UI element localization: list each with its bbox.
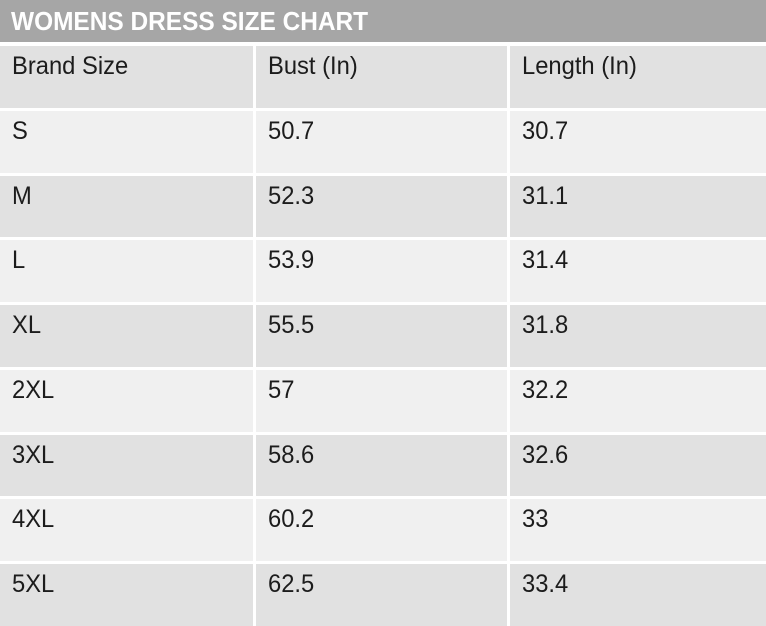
cell-length: 33	[510, 499, 766, 562]
cell-value: S	[12, 116, 28, 145]
cell-value: XL	[12, 311, 42, 340]
cell-brand-size: 2XL	[0, 369, 253, 432]
cell-bust: 58.6	[256, 434, 507, 497]
cell-value: 52.3	[268, 181, 315, 210]
cell-bust: 53.9	[256, 240, 507, 303]
cell-value: 4XL	[12, 505, 55, 534]
cell-bust: 55.5	[256, 305, 507, 367]
cell-length: 31.4	[510, 240, 766, 303]
cell-bust: 57	[256, 369, 507, 432]
cell-value: M	[12, 181, 32, 210]
cell-value: 60.2	[268, 505, 315, 534]
cell-brand-size: S	[0, 110, 253, 173]
cell-brand-size: 5XL	[0, 564, 253, 626]
cell-value: 62.5	[268, 570, 315, 599]
cell-brand-size: XL	[0, 305, 253, 367]
cell-length: 33.4	[510, 564, 766, 626]
column-header-length: Length (In)	[510, 46, 766, 108]
cell-bust: 62.5	[256, 564, 507, 626]
cell-bust: 60.2	[256, 499, 507, 562]
cell-value: 53.9	[268, 246, 315, 275]
cell-value: 31.8	[522, 311, 569, 340]
chart-title: WOMENS DRESS SIZE CHART	[11, 5, 369, 36]
cell-value: 3XL	[12, 440, 55, 469]
cell-value: 55.5	[268, 311, 315, 340]
cell-brand-size: M	[0, 175, 253, 238]
cell-value: 31.4	[522, 246, 569, 275]
cell-brand-size: 4XL	[0, 499, 253, 562]
cell-length: 31.8	[510, 305, 766, 367]
cell-value: 58.6	[268, 440, 315, 469]
cell-value: 33	[522, 505, 549, 534]
cell-brand-size: L	[0, 240, 253, 303]
cell-length: 31.1	[510, 175, 766, 238]
column-header-label: Length (In)	[522, 52, 637, 80]
cell-value: 30.7	[522, 116, 569, 145]
cell-value: 32.2	[522, 375, 569, 404]
column-header-label: Bust (In)	[268, 52, 358, 80]
cell-value: 50.7	[268, 116, 315, 145]
cell-length: 30.7	[510, 110, 766, 173]
cell-bust: 52.3	[256, 175, 507, 238]
cell-brand-size: 3XL	[0, 434, 253, 497]
cell-value: 31.1	[522, 181, 569, 210]
cell-value: 57	[268, 375, 295, 404]
cell-bust: 50.7	[256, 110, 507, 173]
column-header-label: Brand Size	[12, 52, 129, 80]
column-header-bust: Bust (In)	[256, 46, 507, 108]
cell-value: 2XL	[12, 375, 55, 404]
cell-length: 32.6	[510, 434, 766, 497]
chart-title-bar: WOMENS DRESS SIZE CHART	[0, 0, 766, 42]
size-table: Brand Size Bust (In) Length (In) S 50.7 30…	[0, 46, 766, 626]
cell-value: L	[12, 246, 26, 275]
column-header-brand-size: Brand Size	[0, 46, 253, 108]
cell-value: 5XL	[12, 570, 55, 599]
cell-value: 32.6	[522, 440, 569, 469]
cell-value: 33.4	[522, 570, 569, 599]
cell-length: 32.2	[510, 369, 766, 432]
